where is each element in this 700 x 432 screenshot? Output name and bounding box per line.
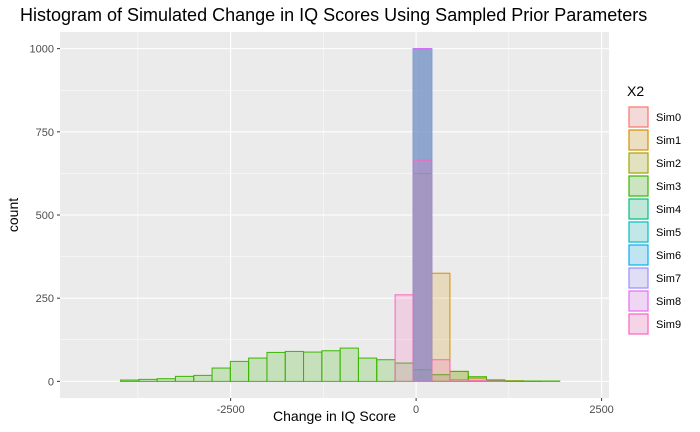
series-Sim3 [120,347,561,382]
bar-sim3-6 [193,374,213,382]
bar-sim9-18 [412,159,433,382]
legend-key-sim4 [628,198,649,220]
y-axis-title: count [5,198,21,232]
legend-label-sim2: Sim2 [656,158,681,170]
legend-key-bg [629,107,648,127]
bar-sim9-17 [394,294,414,382]
bar-sim3-11 [284,350,304,382]
y-tick-label: 750 [36,127,54,139]
legend-key-bg [629,245,648,265]
bar-sim3-14 [339,347,359,382]
y-tick-label: 0 [48,376,54,388]
x-tick-label: 2500 [589,404,613,416]
legend-key-bg [629,268,648,288]
y-axis-ticks: 0 250 500 750 1000 [30,44,60,388]
x-tick-label: 0 [413,404,419,416]
legend-key-sim3 [628,175,649,197]
legend-label-sim7: Sim7 [656,273,681,285]
legend-label-sim3: Sim3 [656,181,681,193]
legend-key-bg [629,153,648,173]
y-tick-label: 250 [36,293,54,305]
legend-key-sim7 [628,267,649,289]
legend-key-bg [629,176,648,196]
legend-key-sim9 [628,313,649,335]
y-tick-label: 500 [36,210,54,222]
bar-sim3-7 [211,367,231,382]
legend-title: X2 [627,83,644,99]
bar-sim3-8 [229,360,250,382]
legend-key-bg [629,291,648,311]
chart-title: Histogram of Simulated Change in IQ Scor… [20,5,647,25]
legend-key-sim0 [628,106,649,128]
x-tick-label: -2500 [217,404,245,416]
legend-label-sim6: Sim6 [656,250,681,262]
bar-sim3-16 [376,359,396,382]
series-Sim9 [394,159,506,382]
bar-sim3-2 [120,379,140,382]
legend-label-sim8: Sim8 [656,296,681,308]
legend-key-bg [629,199,648,219]
legend-key-sim2 [628,152,649,174]
bar-sim3-10 [266,351,286,382]
legend-key-sim6 [628,244,649,266]
bar-sim3-9 [248,357,268,382]
legend-label-sim9: Sim9 [656,319,681,331]
legend-items: Sim0 Sim1 Sim2 Sim3 Sim4 Sim5 Sim6 Sim7 Sim8 Sim9 [628,106,681,335]
bar-sim3-5 [174,375,195,382]
legend-key-sim5 [628,221,649,243]
legend-label-sim0: Sim0 [656,112,681,124]
legend-key-bg [629,222,648,242]
histogram-bars [120,48,561,382]
legend-key-bg [629,130,648,150]
bar-sim3-3 [138,378,158,382]
bar-sim3-4 [156,378,176,382]
legend-key-sim8 [628,290,649,312]
legend-key-bg [629,314,648,334]
legend-label-sim5: Sim5 [656,227,681,239]
y-tick-label: 1000 [30,44,54,56]
bar-sim3-15 [357,357,378,382]
legend-label-sim4: Sim4 [656,204,681,216]
x-axis-ticks: -2500 0 2500 [217,398,614,416]
legend-key-sim1 [628,129,649,151]
bar-sim9-20 [449,379,469,382]
bar-sim3-12 [303,351,323,382]
legend: X2 Sim0Sim1Sim2Sim3Sim4Sim5Sim6Sim7Sim8S… [627,83,681,335]
bar-sim9-21 [467,380,488,382]
x-axis-title: Change in IQ Score [273,408,396,424]
legend-label-sim1: Sim1 [656,135,681,147]
bar-sim9-19 [431,359,451,382]
bar-sim3-13 [321,350,341,382]
